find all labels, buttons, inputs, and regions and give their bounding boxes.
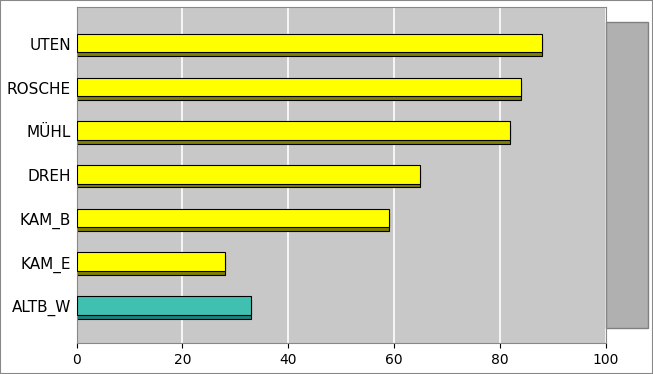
Bar xyxy=(76,77,521,96)
Bar xyxy=(76,34,542,52)
Bar xyxy=(76,252,225,271)
Bar xyxy=(76,256,225,275)
Bar xyxy=(605,22,648,328)
Bar xyxy=(76,169,421,187)
Bar xyxy=(76,121,511,140)
Bar xyxy=(76,296,251,315)
Bar xyxy=(76,165,421,184)
Bar xyxy=(76,125,511,144)
Bar xyxy=(76,82,521,100)
Bar xyxy=(76,38,542,56)
Bar xyxy=(76,300,251,319)
Bar xyxy=(76,209,389,227)
Bar xyxy=(76,212,389,231)
